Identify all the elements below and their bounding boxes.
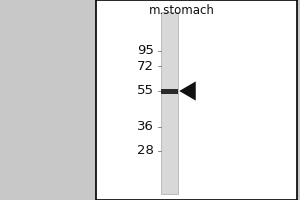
Text: 95: 95 [137,45,154,58]
Text: 72: 72 [137,60,154,72]
Bar [161,12,178,194]
Bar [96,0,297,200]
Text: m.stomach: m.stomach [148,4,214,18]
Text: 55: 55 [137,84,154,98]
Polygon shape [179,81,196,101]
Text: 28: 28 [137,144,154,158]
Text: 36: 36 [137,120,154,134]
Bar [161,88,178,94]
